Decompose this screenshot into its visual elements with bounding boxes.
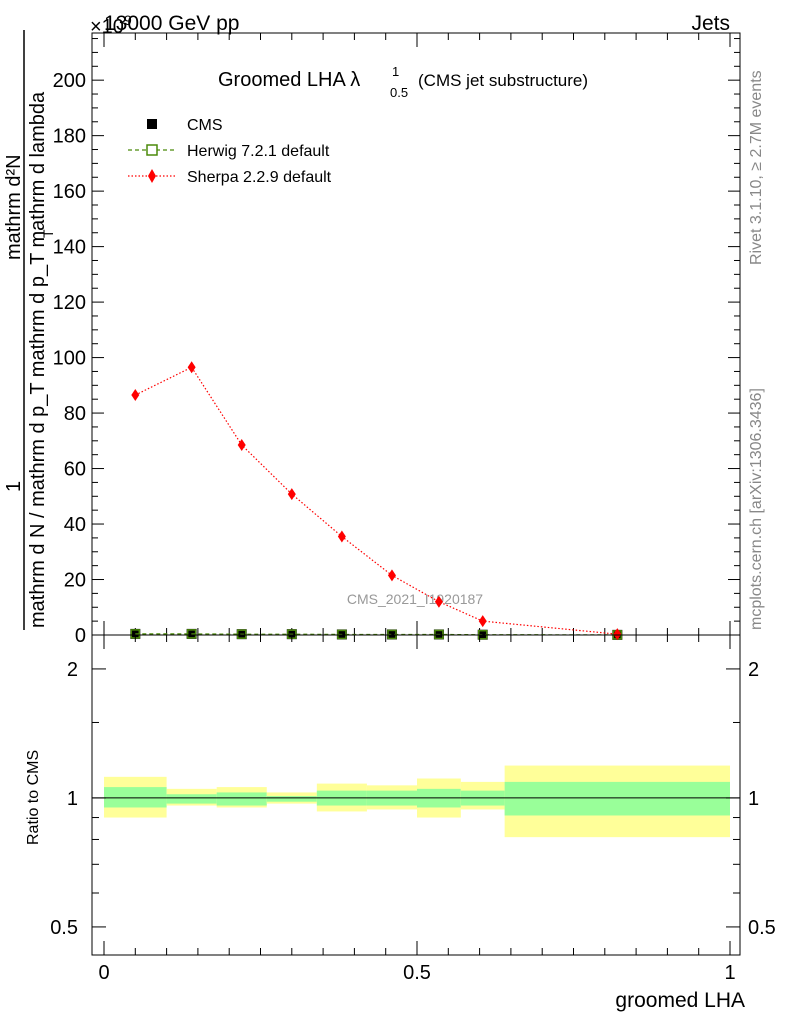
ratio-ytick-label-right: 0.5 <box>748 917 776 939</box>
sherpa-point <box>387 569 396 582</box>
rivet-label: Rivet 3.1.10, ≥ 2.7M events <box>748 70 765 265</box>
main-ytick-label: 80 <box>64 403 86 425</box>
ratio-yaxis: 0.5 0.5 1 1 2 2 <box>50 659 776 939</box>
sherpa-point <box>434 595 443 608</box>
ratio-ytick-label: 2 <box>67 659 78 681</box>
legend: CMS Herwig 7.2.1 default Sherpa 2.2.9 de… <box>128 117 332 186</box>
xtick-label: 0.5 <box>403 962 431 984</box>
ratio-xaxis: 0 0.5 1 <box>98 635 736 984</box>
xaxis-label: groomed LHA <box>615 989 745 1012</box>
ylabel-denominator: mathrm d N / mathrm d p_T mathrm d p_T m… <box>27 91 49 628</box>
watermark: CMS_2021_I1920187 <box>347 591 483 607</box>
ratio-ytick-label-right: 1 <box>748 788 759 810</box>
title-superscript: 1 <box>392 64 399 79</box>
ratio-plot-frame <box>91 634 741 956</box>
ratio-band-inner <box>504 781 730 816</box>
herwig-point <box>387 629 397 640</box>
main-ytick-label: 100 <box>53 348 86 370</box>
ylabel-one: 1 <box>3 481 25 492</box>
sherpa-point <box>287 488 296 501</box>
ratio-ylabel: Ratio to CMS <box>25 750 42 845</box>
xtick-label: 0 <box>98 962 109 984</box>
legend-marker-herwig <box>146 144 158 156</box>
main-ytick-label: 180 <box>53 126 86 148</box>
ratio-bands-layer <box>104 765 730 838</box>
mcplots-label: mcplots.cern.ch [arXiv:1306.3436] <box>748 388 765 630</box>
main-ytick-label: 40 <box>64 514 86 536</box>
sherpa-point <box>237 438 246 451</box>
main-yaxis: 0 20 40 60 80 100 120 140 160 180 200 <box>53 38 740 647</box>
herwig-point <box>186 629 197 639</box>
ratio-band-inner <box>104 787 167 808</box>
legend-label-cms: CMS <box>187 117 223 134</box>
ylabel-numerator: mathrm d²N <box>3 154 25 260</box>
main-ytick-label: 120 <box>53 292 86 314</box>
main-xaxis <box>103 33 731 635</box>
legend-marker-sherpa <box>148 169 156 183</box>
title-main: Groomed LHA λ <box>218 69 360 91</box>
ratio-band-inner <box>166 794 217 804</box>
main-ytick-label: 0 <box>75 625 86 647</box>
legend-label-herwig: Herwig 7.2.1 default <box>187 143 330 160</box>
main-ytick-label: 60 <box>64 459 86 481</box>
header-right: Jets <box>691 12 730 35</box>
main-ytick-label: 20 <box>64 570 86 592</box>
legend-marker-cms <box>147 119 157 129</box>
svg-text:Groomed LHA λ: Groomed LHA λ <box>218 69 360 91</box>
main-ytick-label: 160 <box>53 181 86 203</box>
main-ytick-label: 200 <box>53 70 86 92</box>
sherpa-point <box>187 361 196 374</box>
sherpa-point <box>613 628 622 641</box>
title-subscript: 0.5 <box>390 85 408 100</box>
ratio-ytick-label: 1 <box>67 788 78 810</box>
sherpa-point <box>131 389 140 402</box>
title-suffix: (CMS jet substructure) <box>418 71 588 90</box>
main-ytick-label: 140 <box>53 237 86 259</box>
header-exponent: ×109 <box>90 12 132 38</box>
herwig-point <box>337 629 347 640</box>
ratio-band-inner <box>216 792 267 806</box>
legend-label-sherpa: Sherpa 2.2.9 default <box>187 169 332 186</box>
main-ylabel: mathrm d²N T 1 mathrm d N / mathrm d p_T… <box>3 30 56 630</box>
herwig-point <box>434 629 444 640</box>
ylabel-subscript-t: T <box>40 229 56 238</box>
header-left: 13000 GeV pp <box>104 12 239 35</box>
xtick-label: 1 <box>724 962 735 984</box>
sherpa-point <box>478 615 487 628</box>
ratio-ytick-label-right: 2 <box>748 659 759 681</box>
ratio-ytick-label: 0.5 <box>50 917 78 939</box>
herwig-point <box>236 629 247 639</box>
plot-title: Groomed LHA λ 1 0.5 (CMS jet substructur… <box>218 64 588 100</box>
sherpa-point <box>337 530 346 543</box>
ratio-band-inner <box>266 796 317 802</box>
cms-point <box>386 629 397 640</box>
